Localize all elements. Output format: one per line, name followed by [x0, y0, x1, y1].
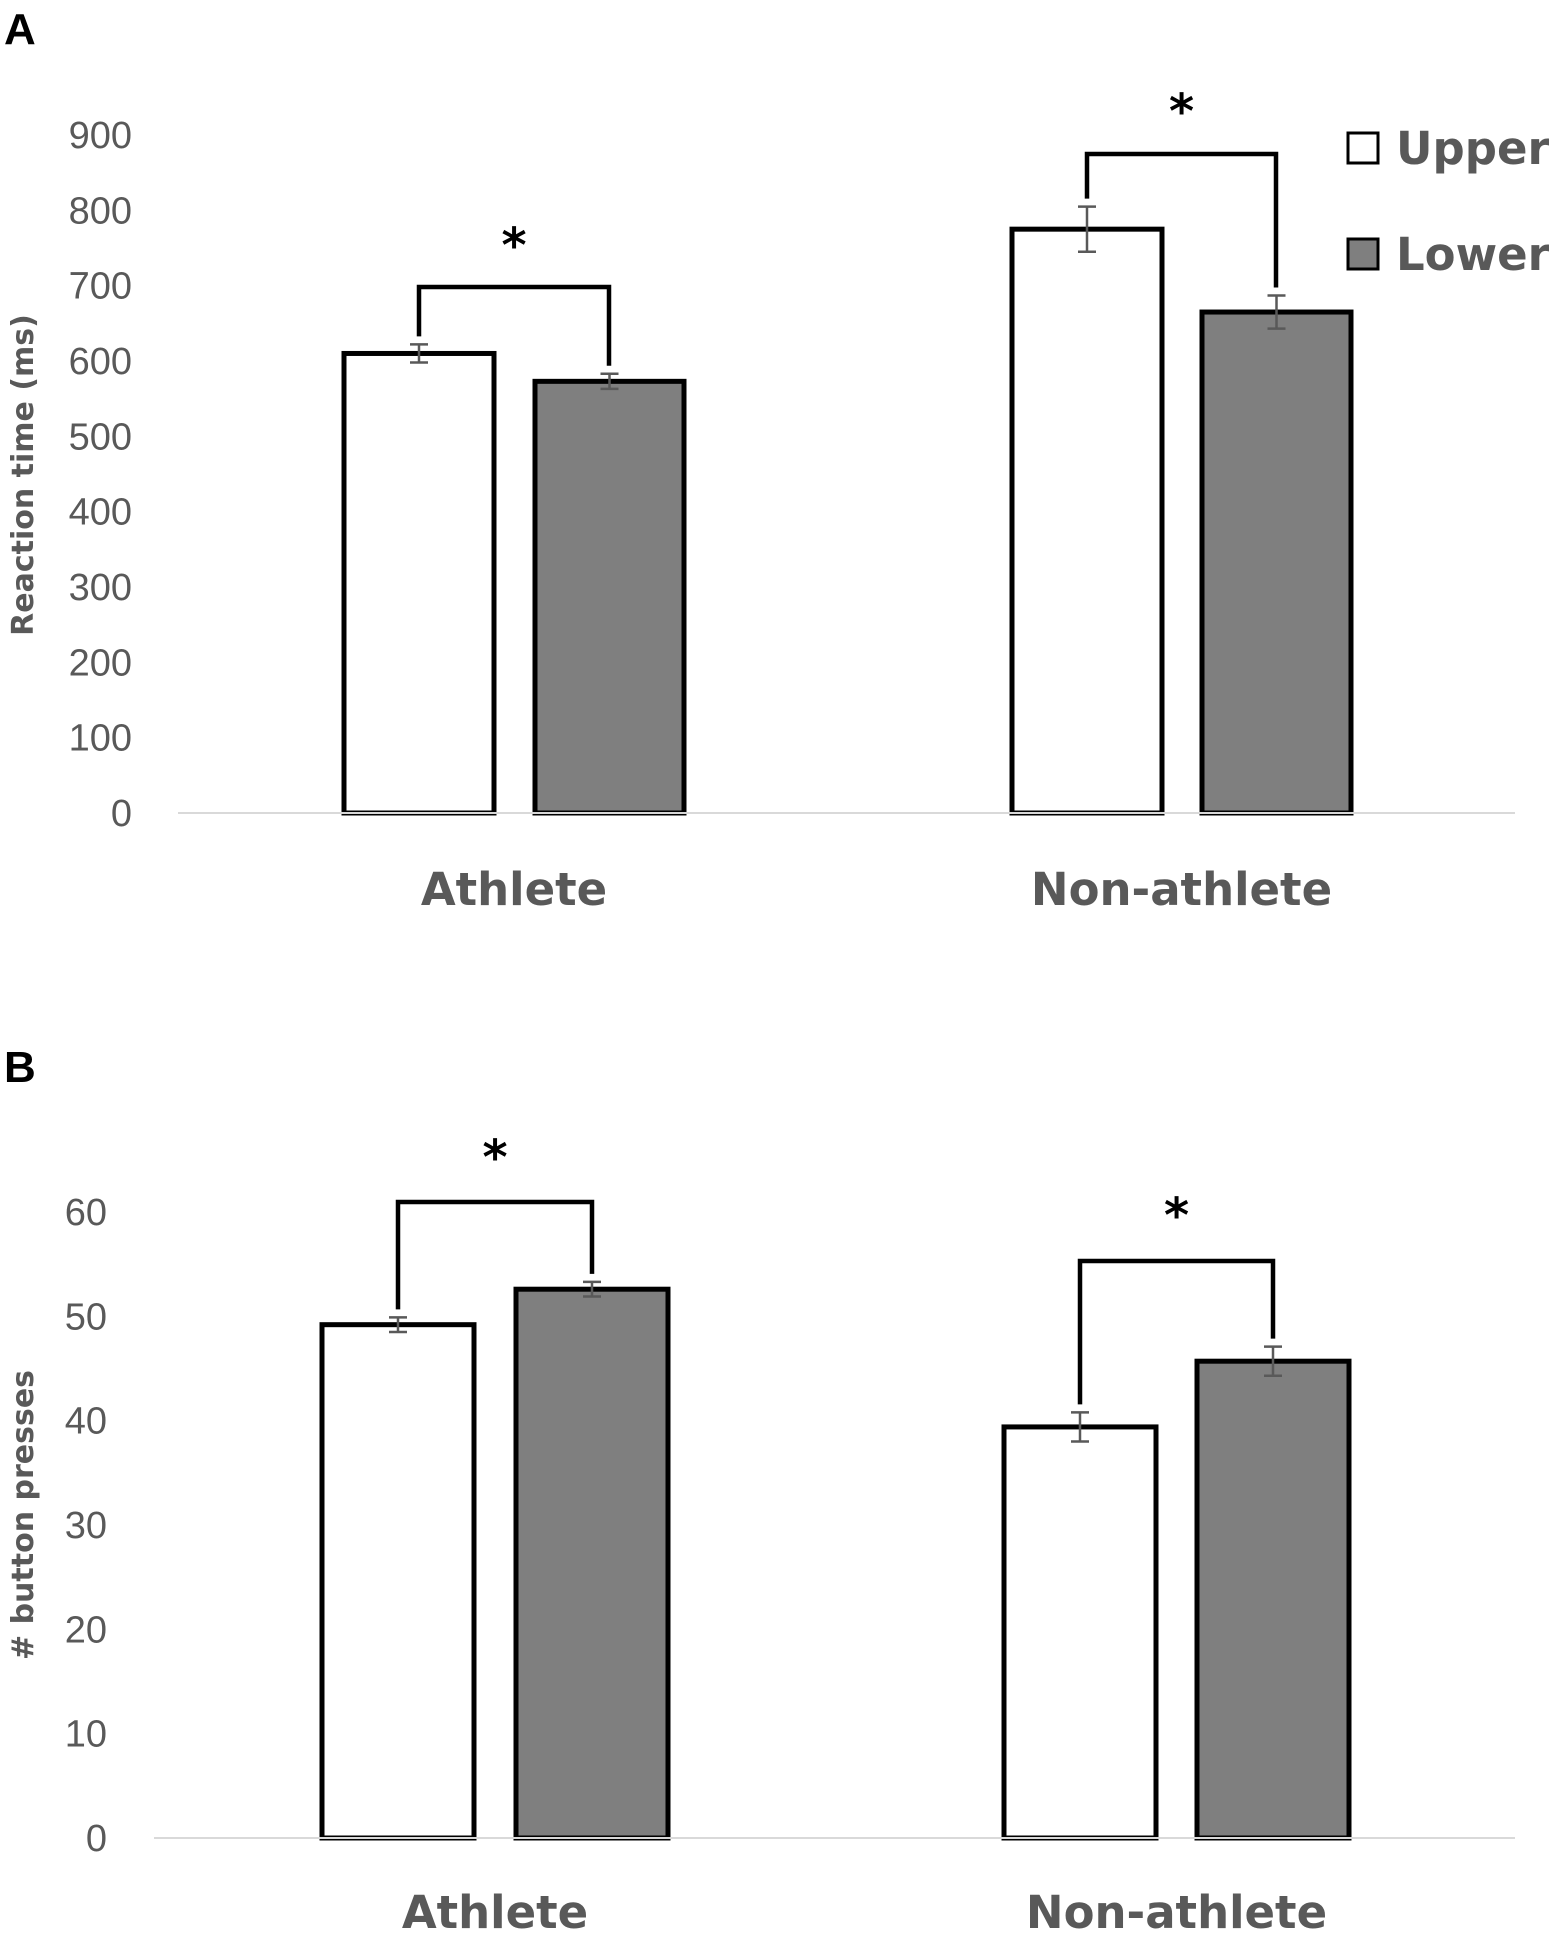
bar-a-athlete-upper: [341, 350, 497, 816]
y-tick-label-b-0: 0: [86, 1818, 107, 1860]
significance-bracket-a-1: [1084, 151, 1279, 288]
error-bar-b-athlete-lower: [583, 1280, 601, 1298]
y-tick-label-b-1: 10: [65, 1714, 107, 1756]
bar-b-athlete-upper: [319, 1322, 477, 1841]
plot-area-b: 0 10 20 30 40 50 60 Athlete Non-athlete * *: [65, 1130, 1515, 1933]
legend-swatch-lower: [1346, 237, 1380, 271]
error-bar-b-non-athlete-upper: [1071, 1411, 1089, 1443]
y-tick-label-b-4: 40: [65, 1401, 107, 1443]
error-bar-a-non-athlete-lower: [1267, 294, 1286, 330]
y-tick-label-a-4: 400: [69, 492, 132, 534]
significance-marker-a-1: *: [1169, 84, 1194, 140]
y-tick-label-a-5: 500: [69, 416, 132, 458]
panel-label-a: A: [4, 5, 36, 54]
y-tick-label-a-8: 800: [69, 190, 132, 232]
panel-label-b: B: [4, 1043, 36, 1092]
y-tick-label-b-6: 60: [65, 1192, 107, 1234]
x-category-label-a-non-athlete: Non-athlete: [1031, 863, 1332, 916]
y-tick-label-a-0: 0: [111, 793, 132, 835]
bar-a-athlete-lower: [532, 378, 687, 816]
error-bar-b-athlete-upper: [389, 1316, 407, 1334]
y-tick-label-b-3: 30: [65, 1505, 107, 1547]
error-bar-a-athlete-lower: [600, 372, 619, 391]
x-category-label-b-athlete: Athlete: [402, 1886, 588, 1933]
bar-a-non-athlete-upper: [1009, 226, 1165, 816]
significance-bracket-a-0: [416, 284, 612, 366]
legend: Upper Lower: [1346, 122, 1549, 281]
bar-b-athlete-lower: [513, 1286, 671, 1841]
significance-marker-b-0: *: [482, 1130, 507, 1186]
y-tick-label-b-5: 50: [65, 1296, 107, 1338]
legend-swatch-upper: [1346, 131, 1380, 165]
bar-b-non-athlete-lower: [1194, 1358, 1352, 1841]
y-tick-label-a-1: 100: [69, 718, 132, 760]
significance-bracket-b-1: [1077, 1258, 1276, 1405]
y-tick-label-b-2: 20: [65, 1609, 107, 1651]
y-tick-label-a-9: 900: [69, 115, 132, 157]
significance-marker-a-0: *: [501, 218, 526, 274]
error-bar-b-non-athlete-lower: [1264, 1345, 1282, 1378]
y-axis-label-b: # button presses: [6, 1370, 41, 1660]
legend-label-lower: Lower: [1396, 228, 1549, 281]
y-tick-label-a-3: 300: [69, 567, 132, 609]
significance-bracket-b-0: [395, 1199, 595, 1310]
bar-b-non-athlete-upper: [1001, 1424, 1159, 1841]
error-bar-a-athlete-upper: [410, 343, 428, 364]
bar-a-non-athlete-lower: [1199, 309, 1354, 816]
plot-area-a: 0 100 200 300 400 500 600 700 800 900 Athlete Non-a…: [69, 84, 1515, 916]
y-tick-label-a-7: 700: [69, 266, 132, 308]
y-axis-label-a: Reaction time (ms): [6, 314, 41, 636]
x-category-label-a-athlete: Athlete: [421, 863, 607, 916]
x-category-label-b-non-athlete: Non-athlete: [1026, 1886, 1327, 1933]
y-tick-label-a-6: 600: [69, 341, 132, 383]
y-tick-label-a-2: 200: [69, 642, 132, 684]
legend-label-upper: Upper: [1396, 122, 1549, 175]
error-bar-a-non-athlete-upper: [1078, 205, 1096, 254]
significance-marker-b-1: *: [1164, 1188, 1189, 1244]
